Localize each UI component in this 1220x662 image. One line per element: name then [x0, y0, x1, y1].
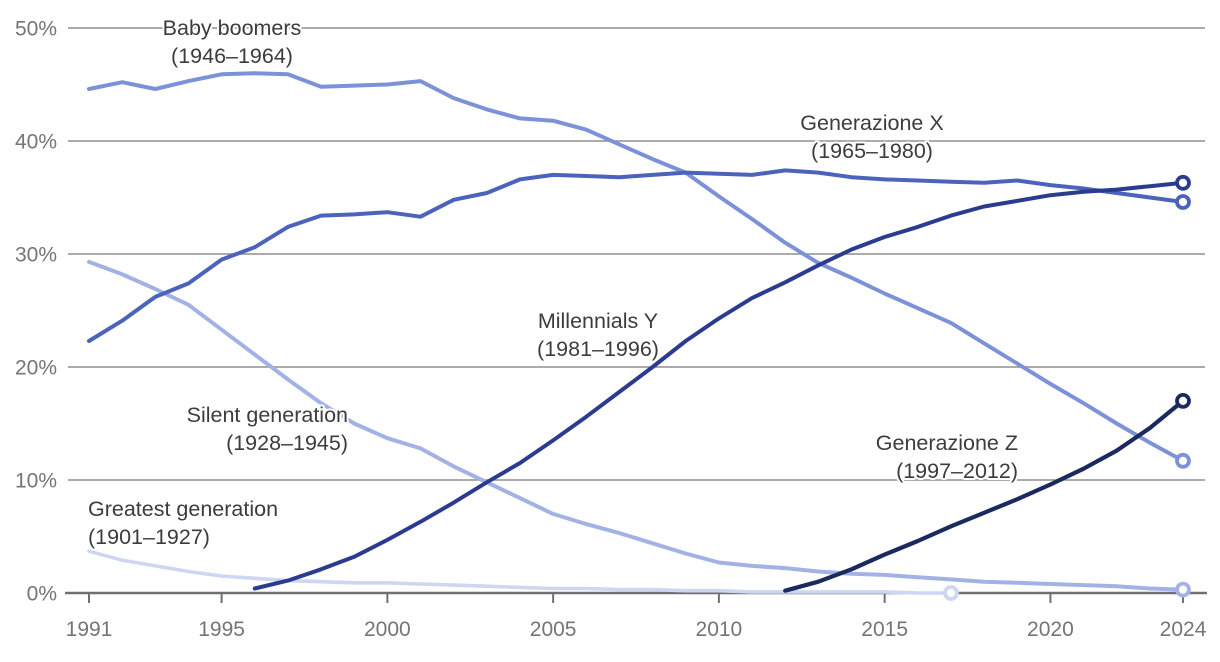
end-marker-generazione-x [1175, 194, 1191, 210]
series-label-silent-generation-line2: (1928–1945) [226, 431, 348, 455]
y-tick-label-20%: 20% [15, 357, 57, 380]
end-marker-millennials-y [1175, 174, 1191, 191]
series-label-millennials-y-line1: Millennials Y [538, 309, 658, 333]
x-tick-label-2015: 2015 [861, 618, 908, 641]
end-marker-generazione-z [1175, 392, 1191, 409]
series-label-greatest-generation-line2: (1901–1927) [88, 525, 210, 549]
x-tick-label-2020: 2020 [1027, 618, 1074, 641]
end-marker-baby-boomers [1175, 452, 1191, 469]
series-label-baby-boomers-line2: (1946–1964) [171, 44, 293, 68]
line-millennials-y [252, 180, 1185, 591]
line-baby-boomers [87, 71, 1185, 463]
series-label-greatest-generation-line1: Greatest generation [88, 497, 278, 521]
series-label-generazione-z-line1: Generazione Z [876, 431, 1018, 455]
y-tick-label-30%: 30% [15, 244, 57, 267]
y-tick-label-10%: 10% [15, 470, 57, 493]
x-tick-label-2005: 2005 [530, 618, 577, 641]
line-greatest-generation [87, 549, 953, 595]
y-tick-label-0%: 0% [27, 583, 57, 606]
end-marker-silent-generation [1175, 581, 1191, 598]
x-tick-label-1995: 1995 [198, 618, 245, 641]
x-tick-label-1991: 1991 [66, 618, 113, 641]
y-tick-label-50%: 50% [15, 18, 57, 41]
x-tick-label-2000: 2000 [364, 618, 411, 641]
series-label-baby-boomers-line1: Baby boomers [163, 16, 302, 40]
line-silent-generation [87, 259, 1185, 592]
x-tick-label-2024: 2024 [1160, 618, 1207, 641]
y-tick-label-40%: 40% [15, 131, 57, 154]
series-label-millennials-y-line2: (1981–1996) [537, 337, 659, 361]
line-generazione-z [783, 398, 1186, 593]
series-label-generazione-x-line2: (1965–1980) [811, 139, 933, 163]
series-label-generazione-x-line1: Generazione X [800, 111, 943, 135]
series-label-generazione-z-line2: (1997–2012) [896, 459, 1018, 483]
end-marker-greatest-generation [943, 585, 959, 601]
series-label-silent-generation-line1: Silent generation [187, 403, 348, 427]
x-tick-label-2010: 2010 [696, 618, 743, 641]
line-generazione-x [87, 168, 1185, 343]
